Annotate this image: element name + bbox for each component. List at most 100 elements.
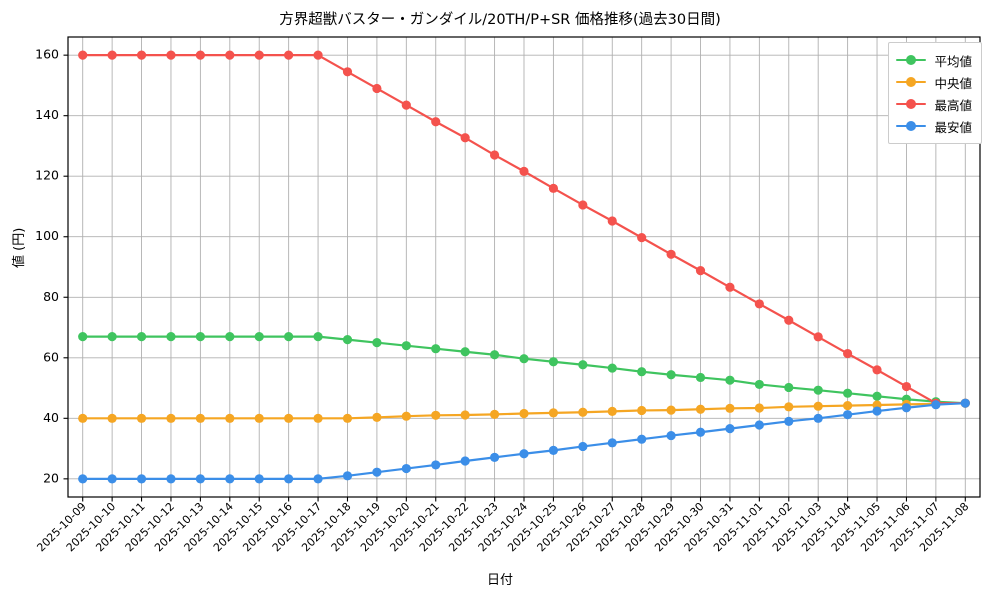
data-point: [254, 474, 264, 484]
data-point: [548, 408, 559, 418]
data-point: [607, 216, 617, 226]
data-point: [784, 402, 794, 412]
data-point: [78, 413, 88, 423]
data-point: [784, 315, 794, 325]
data-point: [313, 50, 323, 60]
data-point: [136, 474, 147, 484]
data-point: [843, 401, 853, 411]
data-point: [431, 460, 441, 470]
data-point: [372, 83, 382, 94]
data-point: [637, 405, 647, 416]
data-point: [166, 50, 176, 60]
y-tick-label: 80: [43, 289, 59, 304]
axis-spines: [67, 36, 981, 498]
data-point: [136, 50, 147, 60]
data-point: [725, 403, 735, 413]
data-point: [725, 375, 735, 385]
x-axis-ticks: 2025-10-092025-10-102025-10-112025-10-12…: [34, 497, 971, 554]
data-point: [578, 407, 588, 417]
data-point: [284, 474, 294, 484]
data-point: [872, 365, 882, 375]
data-point: [901, 403, 912, 413]
data-point: [578, 441, 588, 452]
y-tick-label: 100: [35, 228, 59, 243]
data-point: [489, 350, 500, 360]
y-tick-label: 60: [43, 349, 59, 364]
data-point: [666, 249, 676, 259]
data-point: [666, 405, 676, 415]
data-point: [431, 117, 441, 127]
data-point: [195, 50, 205, 60]
series-0: [78, 332, 970, 408]
data-point: [607, 438, 617, 448]
data-point: [254, 332, 264, 342]
data-point: [960, 398, 970, 408]
data-point: [342, 413, 353, 423]
data-point: [460, 347, 470, 357]
legend-item-max: 最高値: [896, 93, 972, 115]
y-axis-ticks: 20 40 60 80 100 120 140 160: [35, 47, 68, 485]
data-point: [254, 413, 264, 423]
y-tick-label: 120: [35, 168, 59, 183]
data-point: [725, 282, 735, 292]
data-point: [107, 413, 117, 423]
data-point: [519, 354, 529, 364]
data-point: [107, 474, 117, 484]
data-point: [401, 463, 411, 474]
data-point: [813, 385, 823, 395]
data-point: [813, 332, 823, 342]
data-series-layer: [78, 50, 970, 484]
data-point: [872, 391, 882, 401]
data-point: [313, 413, 323, 423]
data-point: [78, 474, 88, 484]
data-point: [401, 411, 411, 421]
data-point: [254, 50, 264, 60]
legend-marker-median-icon: [896, 75, 927, 89]
data-point: [136, 332, 147, 342]
legend-label-average: 平均値: [934, 53, 972, 69]
chart-legend: 平均値 中央値 最高値 最安値: [888, 42, 982, 144]
data-point: [548, 445, 559, 455]
data-point: [107, 332, 117, 342]
y-tick-label: 20: [43, 470, 59, 485]
data-point: [284, 332, 294, 342]
data-point: [607, 363, 617, 373]
y-tick-label: 40: [43, 410, 59, 425]
data-point: [107, 50, 117, 60]
legend-label-max: 最高値: [934, 97, 972, 113]
data-point: [548, 183, 559, 193]
data-point: [195, 474, 205, 484]
data-point: [78, 50, 88, 60]
data-point: [637, 434, 647, 444]
data-point: [695, 372, 706, 383]
data-point: [519, 408, 529, 419]
data-point: [607, 406, 617, 416]
legend-item-median: 中央値: [896, 71, 972, 93]
data-point: [784, 382, 794, 393]
data-point: [195, 413, 205, 423]
data-point: [489, 409, 500, 419]
data-point: [460, 133, 470, 143]
legend-marker-min-icon: [896, 119, 927, 133]
data-point: [813, 401, 823, 411]
data-point: [225, 474, 235, 484]
legend-marker-average-icon: [896, 53, 927, 67]
data-point: [578, 200, 588, 210]
data-point: [460, 410, 470, 420]
data-point: [754, 299, 764, 309]
series-3: [78, 398, 970, 484]
legend-label-median: 中央値: [934, 75, 972, 91]
data-point: [166, 474, 176, 484]
data-point: [754, 379, 764, 390]
data-point: [431, 410, 441, 420]
data-point: [872, 406, 882, 416]
data-point: [548, 357, 559, 367]
chart-title: 方界超獣バスター・ガンダイル/20TH/P+SR 価格推移(過去30日間): [279, 12, 721, 28]
y-tick-label: 140: [35, 107, 59, 122]
data-point: [78, 332, 88, 342]
data-point: [637, 367, 647, 377]
data-point: [784, 416, 794, 426]
x-axis-label: 日付: [486, 573, 513, 588]
